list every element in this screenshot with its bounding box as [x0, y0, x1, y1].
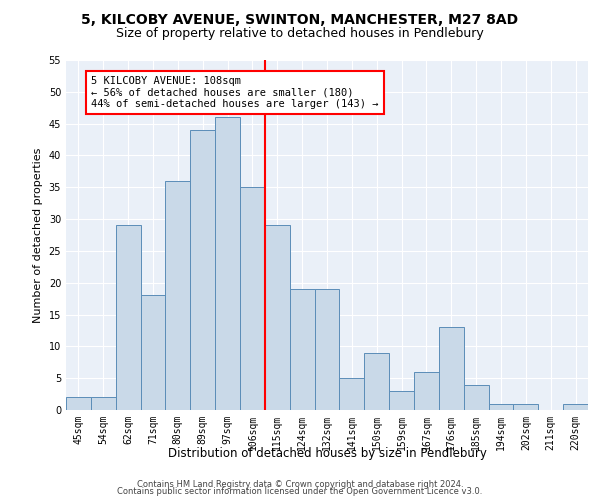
Bar [240, 188, 265, 410]
Bar [140, 296, 166, 410]
Bar [166, 181, 190, 410]
Bar [190, 130, 215, 410]
Bar [514, 404, 538, 410]
Text: Size of property relative to detached houses in Pendlebury: Size of property relative to detached ho… [116, 28, 484, 40]
Bar [464, 384, 488, 410]
Text: Contains HM Land Registry data © Crown copyright and database right 2024.: Contains HM Land Registry data © Crown c… [137, 480, 463, 489]
Bar [265, 226, 290, 410]
Bar [116, 226, 140, 410]
Text: 5, KILCOBY AVENUE, SWINTON, MANCHESTER, M27 8AD: 5, KILCOBY AVENUE, SWINTON, MANCHESTER, … [82, 12, 518, 26]
Bar [91, 398, 116, 410]
Bar [66, 398, 91, 410]
Y-axis label: Number of detached properties: Number of detached properties [33, 148, 43, 322]
Bar [364, 352, 389, 410]
Bar [488, 404, 514, 410]
Text: Distribution of detached houses by size in Pendlebury: Distribution of detached houses by size … [167, 448, 487, 460]
Bar [389, 391, 414, 410]
Bar [314, 289, 340, 410]
Bar [340, 378, 364, 410]
Bar [290, 289, 314, 410]
Bar [215, 118, 240, 410]
Bar [414, 372, 439, 410]
Text: Contains public sector information licensed under the Open Government Licence v3: Contains public sector information licen… [118, 488, 482, 496]
Bar [439, 328, 464, 410]
Text: 5 KILCOBY AVENUE: 108sqm
← 56% of detached houses are smaller (180)
44% of semi-: 5 KILCOBY AVENUE: 108sqm ← 56% of detach… [91, 76, 379, 109]
Bar [563, 404, 588, 410]
